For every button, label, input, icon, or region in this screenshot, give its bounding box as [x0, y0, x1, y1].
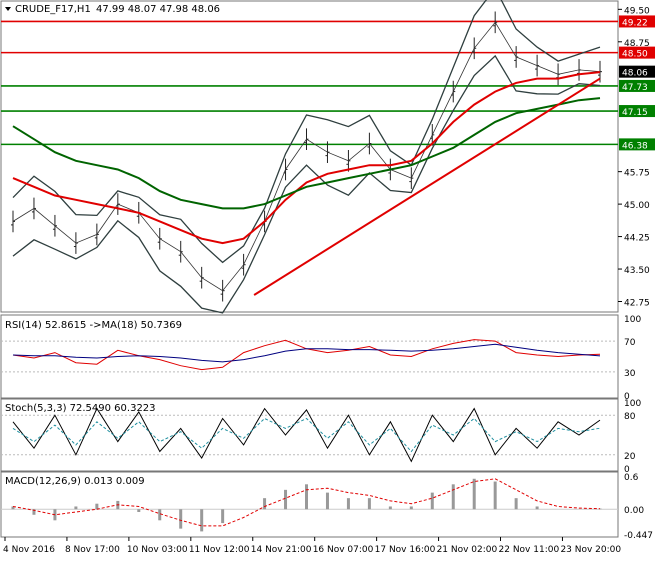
- rsi-label: RSI(14) 52.8615 ->MA(18) 50.7369: [5, 320, 182, 331]
- rsi-tick-label: 100: [624, 315, 641, 325]
- level-tag: [619, 15, 655, 28]
- level-label: 46.38: [622, 141, 648, 151]
- stoch-panel-frame: [0, 398, 619, 472]
- stoch-tick-label: 100: [624, 399, 641, 409]
- symbol-dropdown-icon[interactable]: [5, 7, 11, 11]
- time-axis-label: 11 Nov 12:00: [189, 545, 250, 555]
- rsi-tick-label: 0: [624, 392, 630, 402]
- stoch-plot-area: [1, 407, 618, 463]
- macd-tick-label: 0.6: [624, 473, 639, 483]
- time-axis-label: 8 Nov 17:00: [65, 545, 120, 555]
- upper-band-line: [12, 0, 601, 264]
- time-axis-label: 16 Nov 07:00: [313, 545, 374, 555]
- stoch-tick-label: 80: [624, 412, 636, 422]
- price-tick-label: 44.25: [624, 234, 650, 244]
- level-tag: [619, 46, 655, 59]
- rsi-tick-label: 70: [624, 338, 636, 348]
- rsi-plot-area: [1, 339, 618, 373]
- rsi-panel-frame: [0, 314, 619, 399]
- level-label: 47.73: [622, 83, 648, 93]
- price-tick-label: 49.50: [624, 6, 650, 16]
- level-tag: [619, 138, 655, 151]
- price-tick-label: 42.75: [624, 299, 650, 309]
- macd-tick-label: 0.00: [624, 506, 644, 516]
- price-tick-label: 43.50: [624, 266, 650, 276]
- current-price-label: 48.06: [622, 69, 648, 79]
- stoch-tick-label: 0: [624, 465, 630, 475]
- symbol-label: CRUDE_F17,H1: [15, 4, 91, 15]
- time-axis-label: 10 Nov 03:00: [127, 545, 188, 555]
- time-axis-label: 17 Nov 16:00: [375, 545, 436, 555]
- macd-plot-area: [1, 478, 618, 532]
- ma-fast-line: [12, 71, 601, 245]
- time-axis-label: 4 Nov 2016: [3, 545, 55, 555]
- macd-label: MACD(12,26,9) 0.013 0.009: [5, 476, 145, 487]
- stoch-k-line: [12, 407, 601, 463]
- level-label: 48.50: [622, 50, 648, 60]
- price-line: [12, 21, 601, 292]
- level-tag: [619, 105, 655, 118]
- ma-slow-line: [12, 97, 601, 210]
- time-axis-label: 14 Nov 21:00: [251, 545, 312, 555]
- price-tick-label: 45.75: [624, 169, 650, 179]
- axes: 49.22 48.50 47.73 47.15 46.38 49.50 48.75 45.75…: [3, 6, 655, 555]
- current-price-tag: [619, 65, 655, 78]
- level-label: 47.15: [622, 108, 648, 118]
- stoch-label: Stoch(5,3,3) 72.5490 60.3223: [5, 403, 156, 414]
- price-plot-area: [1, 0, 618, 314]
- stoch-d-line: [12, 417, 601, 453]
- rsi-tick-label: 30: [624, 369, 636, 379]
- ohlc-readout: 47.99 48.07 47.98 48.06: [96, 4, 220, 15]
- time-axis-label: 21 Nov 02:00: [437, 545, 498, 555]
- price-tick-label: 45.00: [624, 201, 650, 211]
- time-axis-label: 22 Nov 11:00: [499, 545, 560, 555]
- time-axis-label: 23 Nov 20:00: [560, 545, 621, 555]
- level-label: 49.22: [622, 18, 648, 28]
- lower-band-line: [12, 54, 601, 314]
- level-tag: [619, 79, 655, 92]
- price-tick-label: 48.75: [624, 39, 650, 49]
- macd-signal-line: [12, 478, 601, 527]
- trendline: [253, 77, 601, 296]
- macd-tick-label: -0.447: [624, 531, 653, 541]
- stoch-tick-label: 20: [624, 452, 636, 462]
- rsi-ma-line: [12, 343, 601, 363]
- main-plot-frame: [0, 0, 619, 313]
